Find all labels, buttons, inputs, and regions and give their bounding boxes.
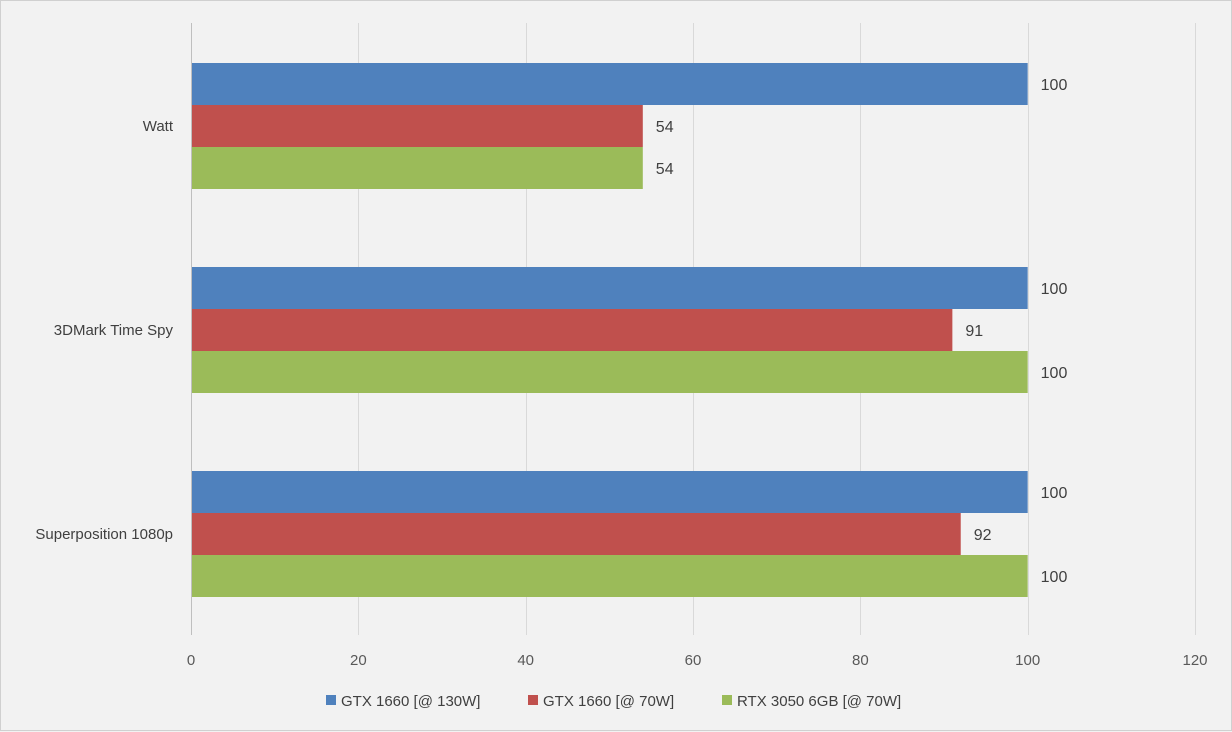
x-tick-label: 100 <box>1015 652 1040 669</box>
x-tick-label: 60 <box>685 652 702 669</box>
x-tick-label: 40 <box>517 652 534 669</box>
data-label: 100 <box>1041 77 1068 94</box>
data-label: 54 <box>656 119 674 136</box>
category-label: Watt <box>143 118 174 135</box>
category-label: 3DMark Time Spy <box>54 322 174 339</box>
legend-label: GTX 1660 [@ 130W] <box>341 693 480 710</box>
data-label: 92 <box>974 527 992 544</box>
data-label: 100 <box>1041 485 1068 502</box>
bar-3-2 <box>192 351 1028 393</box>
bar-1-2 <box>192 267 1028 309</box>
legend-swatch <box>326 695 336 705</box>
bar-1-3 <box>192 471 1028 513</box>
bar-2-1 <box>192 105 643 147</box>
data-labels: 100 100 100 54 91 92 54 100 100 <box>656 77 1068 586</box>
data-label: 100 <box>1041 281 1068 298</box>
x-tick-label: 80 <box>852 652 869 669</box>
data-label: 100 <box>1041 365 1068 382</box>
bar-2-2 <box>192 309 953 351</box>
data-label: 100 <box>1041 569 1068 586</box>
data-label: 54 <box>656 161 674 178</box>
bar-3-3 <box>192 555 1028 597</box>
bar-2-3 <box>192 513 961 555</box>
legend-swatch <box>722 695 732 705</box>
category-label: Superposition 1080p <box>35 526 173 543</box>
x-tick-label: 20 <box>350 652 367 669</box>
x-tick-label: 120 <box>1182 652 1207 669</box>
x-tick-label: 0 <box>187 652 195 669</box>
legend: GTX 1660 [@ 130W] GTX 1660 [@ 70W] RTX 305… <box>326 693 901 710</box>
bar-1-1 <box>192 63 1028 105</box>
legend-swatch <box>528 695 538 705</box>
legend-label: GTX 1660 [@ 70W] <box>543 693 674 710</box>
legend-label: RTX 3050 6GB [@ 70W] <box>737 693 901 710</box>
bars <box>192 63 1028 597</box>
axes: 0 20 40 60 80 100 120 Watt 3DMark Time Spy Superp… <box>35 23 1208 669</box>
bar-3-1 <box>192 147 643 189</box>
data-label: 91 <box>965 323 983 340</box>
